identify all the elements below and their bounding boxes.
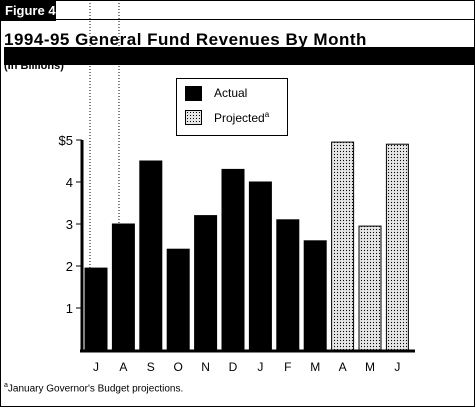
top-rule xyxy=(56,19,475,20)
footnote-text: January Governor's Budget projections. xyxy=(7,383,184,395)
bar-projected-11 xyxy=(385,143,409,351)
legend-label-projected-wrap: Projecteda xyxy=(214,110,269,125)
bar-actual-7 xyxy=(276,219,300,351)
chart-subtitle: (In Billions) xyxy=(4,60,64,72)
bar-projected-10 xyxy=(358,225,382,351)
legend-swatch-projected xyxy=(185,109,202,125)
bar-actual-0 xyxy=(84,267,108,351)
bar-actual-1 xyxy=(111,223,135,351)
legend-swatch-actual xyxy=(185,85,202,101)
figure-label: Figure 4 xyxy=(0,0,56,21)
bar-actual-4 xyxy=(194,215,218,351)
bars-group xyxy=(84,141,409,351)
bar-actual-3 xyxy=(166,248,190,351)
bar-actual-8 xyxy=(303,240,327,351)
y-tick-label-4: 4 xyxy=(66,175,73,190)
bar-actual-2 xyxy=(139,160,163,351)
y-tick-label-1: 1 xyxy=(66,301,73,316)
x-tick-label-2: S xyxy=(147,360,155,374)
x-tick-label-7: F xyxy=(284,360,291,374)
x-tick-label-1: A xyxy=(119,360,127,374)
x-tick-label-9: A xyxy=(339,360,347,374)
title-underline-bar xyxy=(4,47,474,65)
x-tick-label-11: J xyxy=(394,360,400,374)
legend-label-actual: Actual xyxy=(214,86,248,100)
legend-item-actual: Actual xyxy=(185,85,247,101)
legend-item-projected: Projecteda xyxy=(185,109,269,125)
x-tick-label-5: D xyxy=(229,360,238,374)
x-tick-label-6: J xyxy=(257,360,263,374)
legend-footnote-mark: a xyxy=(264,109,270,119)
bar-projected-9 xyxy=(331,141,355,351)
bar-actual-5 xyxy=(221,168,245,351)
y-ticks-group: 1 2 3 4 $5 xyxy=(59,133,82,316)
legend-label-projected: Projected xyxy=(214,110,265,125)
y-tick-label-2: 2 xyxy=(66,259,73,274)
y-tick-label-5: $5 xyxy=(59,133,73,148)
footnote: aJanuary Governor's Budget projections. xyxy=(4,382,183,394)
x-tick-label-3: O xyxy=(174,360,183,374)
y-tick-label-3: 3 xyxy=(66,217,73,232)
bar-actual-6 xyxy=(248,181,272,351)
x-tick-label-8: M xyxy=(310,360,320,374)
x-tick-label-10: M xyxy=(365,360,375,374)
footnote-mark: a xyxy=(4,382,8,389)
x-tick-label-4: N xyxy=(201,360,210,374)
x-tick-label-0: J xyxy=(93,360,99,374)
legend: Actual Projecteda xyxy=(176,78,288,136)
chart-title: 1994-95 General Fund Revenues By Month xyxy=(4,30,367,49)
